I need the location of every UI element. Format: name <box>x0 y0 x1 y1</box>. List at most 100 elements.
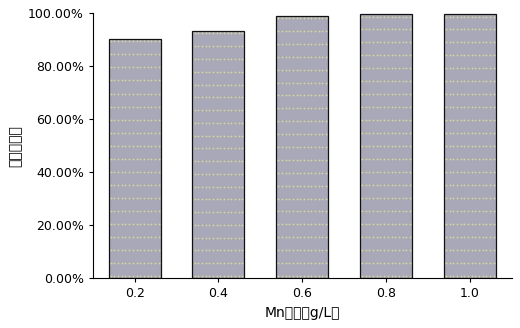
Point <box>460 247 469 253</box>
Point <box>460 14 469 19</box>
Point <box>457 40 465 45</box>
Point <box>227 158 236 164</box>
Point <box>391 183 399 188</box>
Point <box>289 119 297 124</box>
Point <box>453 247 461 253</box>
Point <box>453 260 461 266</box>
Point <box>449 235 458 240</box>
Point <box>304 157 312 163</box>
Point <box>194 235 202 240</box>
Point <box>220 273 228 278</box>
Point <box>147 65 155 70</box>
Point <box>322 93 330 98</box>
Point <box>366 118 374 123</box>
Point <box>198 222 206 228</box>
Point <box>289 196 297 201</box>
Point <box>125 65 133 70</box>
Point <box>213 248 221 253</box>
Point <box>391 156 399 162</box>
Point <box>406 118 414 123</box>
Point <box>278 222 286 227</box>
Point <box>231 171 239 176</box>
Point <box>151 182 159 187</box>
Point <box>110 39 119 44</box>
Point <box>235 44 243 49</box>
Point <box>315 209 323 214</box>
Point <box>151 234 159 239</box>
Point <box>125 208 133 214</box>
Point <box>147 169 155 174</box>
Point <box>154 130 163 135</box>
Point <box>464 183 472 188</box>
Point <box>110 260 119 266</box>
Point <box>366 183 374 188</box>
Point <box>154 195 163 200</box>
Point <box>402 195 410 201</box>
Point <box>296 260 305 266</box>
Point <box>449 260 458 266</box>
Point <box>482 79 490 84</box>
Point <box>110 65 119 70</box>
Point <box>201 260 210 266</box>
Point <box>373 247 381 253</box>
Point <box>238 44 246 49</box>
Point <box>384 221 392 227</box>
Point <box>125 273 133 278</box>
Point <box>293 170 301 175</box>
Point <box>144 39 152 44</box>
Point <box>398 221 407 227</box>
Point <box>213 260 221 266</box>
Point <box>213 82 221 87</box>
Point <box>133 143 141 148</box>
Point <box>238 260 246 266</box>
Point <box>121 195 129 200</box>
Point <box>198 56 206 62</box>
Point <box>322 132 330 137</box>
Point <box>227 82 236 87</box>
Point <box>231 120 239 125</box>
Point <box>398 27 407 32</box>
Point <box>373 144 381 149</box>
Point <box>133 208 141 214</box>
Point <box>475 40 483 45</box>
Point <box>235 69 243 74</box>
Point <box>293 183 301 188</box>
Point <box>376 170 385 175</box>
Point <box>446 195 454 201</box>
Point <box>300 80 308 85</box>
Point <box>366 209 374 214</box>
Point <box>482 144 490 149</box>
Point <box>274 196 282 201</box>
Point <box>118 221 126 226</box>
Point <box>121 104 129 109</box>
Point <box>446 235 454 240</box>
Point <box>467 131 476 136</box>
Point <box>205 107 213 113</box>
Point <box>318 67 327 72</box>
Point <box>467 14 476 19</box>
Point <box>235 222 243 228</box>
Point <box>315 41 323 47</box>
Point <box>231 210 239 215</box>
Point <box>449 118 458 123</box>
Point <box>198 248 206 253</box>
Point <box>482 118 490 123</box>
Point <box>190 82 199 87</box>
Point <box>358 66 366 71</box>
Point <box>315 119 323 124</box>
Point <box>460 105 469 110</box>
Point <box>285 222 293 227</box>
Point <box>304 273 312 278</box>
Point <box>489 27 498 32</box>
Point <box>224 235 232 240</box>
Point <box>235 273 243 278</box>
Point <box>471 40 479 45</box>
Point <box>118 156 126 161</box>
Point <box>464 221 472 227</box>
Point <box>376 221 385 227</box>
Point <box>224 273 232 278</box>
Point <box>281 119 290 124</box>
Point <box>144 195 152 200</box>
Point <box>114 195 122 200</box>
Point <box>110 78 119 83</box>
